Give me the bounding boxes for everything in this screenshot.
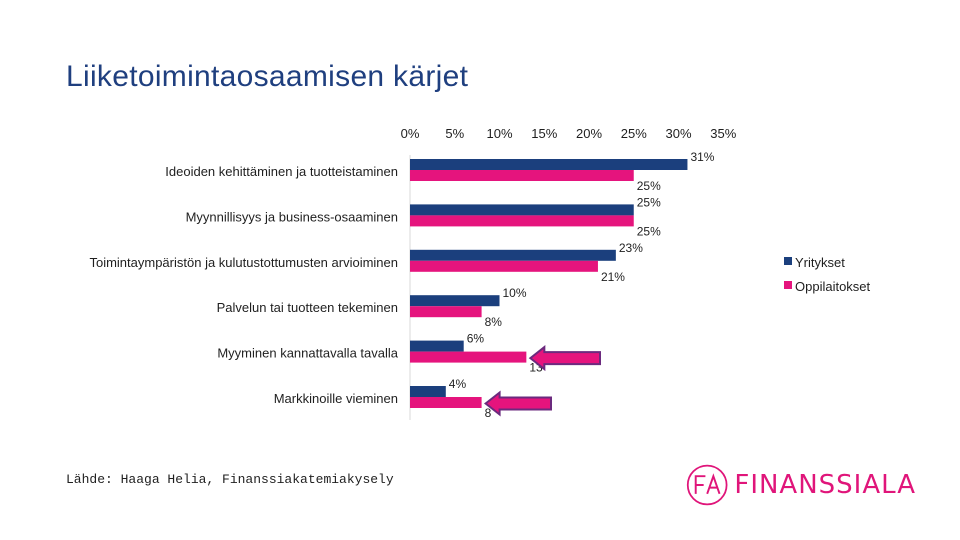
data-label: 25% bbox=[637, 179, 661, 193]
x-tick-label: 35% bbox=[710, 126, 736, 141]
x-tick-label: 0% bbox=[401, 126, 420, 141]
category-label: Myyminen kannattavalla tavalla bbox=[217, 346, 398, 361]
x-tick-label: 20% bbox=[576, 126, 602, 141]
bar-yritykset bbox=[410, 159, 688, 170]
x-tick-label: 15% bbox=[531, 126, 557, 141]
data-label: 8% bbox=[485, 315, 503, 329]
finanssiala-logo: FINANSSIALA bbox=[686, 458, 916, 512]
source-note: Lähde: Haaga Helia, Finanssiakatemiakyse… bbox=[66, 472, 394, 487]
category-label: Markkinoille vieminen bbox=[274, 391, 398, 406]
x-tick-label: 30% bbox=[665, 126, 691, 141]
data-label: 6% bbox=[467, 332, 485, 346]
logo-text: FINANSSIALA bbox=[734, 470, 916, 500]
x-tick-label: 10% bbox=[486, 126, 512, 141]
bar-yritykset bbox=[410, 249, 616, 261]
bar-oppilaitokset bbox=[410, 306, 482, 318]
bar-oppilaitokset bbox=[410, 215, 634, 227]
data-label: 23% bbox=[619, 241, 643, 255]
legend-swatch bbox=[784, 257, 792, 265]
data-label: 4% bbox=[449, 377, 467, 391]
data-label: 21% bbox=[601, 270, 625, 284]
bar-oppilaitokset bbox=[410, 170, 634, 181]
x-tick-label: 5% bbox=[445, 126, 464, 141]
legend-label: Yritykset bbox=[795, 255, 845, 270]
data-label: 10% bbox=[503, 286, 527, 300]
legend-swatch bbox=[784, 281, 792, 289]
category-label: Ideoiden kehittäminen ja tuotteistaminen bbox=[165, 164, 398, 179]
highlight-arrow-icon bbox=[483, 390, 552, 417]
category-label: Toimintaympäristön ja kulutustottumusten… bbox=[89, 255, 398, 270]
legend-label: Oppilaitokset bbox=[795, 279, 871, 294]
category-label: Palvelun tai tuotteen tekeminen bbox=[217, 300, 398, 315]
data-label: 25% bbox=[637, 195, 661, 209]
x-tick-label: 25% bbox=[621, 126, 647, 141]
data-label: 31% bbox=[690, 150, 714, 164]
page-title: Liiketoimintaosaamisen kärjet bbox=[66, 60, 469, 93]
bar-oppilaitokset bbox=[410, 351, 527, 363]
bar-yritykset bbox=[410, 340, 464, 352]
category-label: Myynnillisyys ja business-osaaminen bbox=[186, 209, 398, 224]
fa-logo-icon bbox=[686, 464, 728, 506]
bar-oppilaitokset bbox=[410, 397, 482, 408]
bar-oppilaitokset bbox=[410, 260, 598, 272]
bar-yritykset bbox=[410, 204, 634, 216]
data-label: 25% bbox=[637, 224, 661, 238]
data-label: 8 bbox=[485, 406, 492, 420]
bar-yritykset bbox=[410, 386, 446, 397]
bar-yritykset bbox=[410, 295, 500, 307]
highlight-arrow-icon bbox=[528, 345, 601, 372]
